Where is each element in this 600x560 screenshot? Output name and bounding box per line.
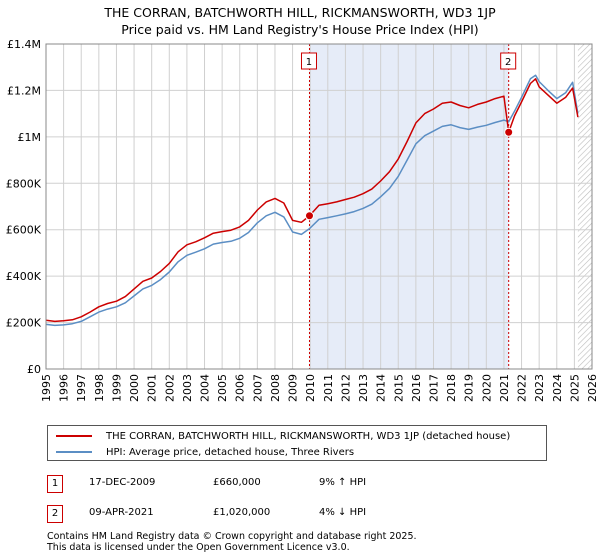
y-tick-label: £600K (6, 224, 42, 237)
transaction-row: 2 09-APR-2021 £1,020,000 4% ↓ HPI (47, 505, 567, 525)
transaction-badge: 2 (47, 505, 63, 523)
x-tick-label: 2000 (128, 374, 141, 402)
ownership-shade (309, 44, 509, 369)
x-tick-label: 1995 (40, 374, 53, 402)
x-tick-label: 1997 (75, 374, 88, 402)
legend: THE CORRAN, BATCHWORTH HILL, RICKMANSWOR… (47, 425, 547, 461)
transaction-hpi: 9% ↑ HPI (319, 477, 367, 488)
x-tick-label: 1996 (58, 374, 71, 402)
price-chart: £0 £200K £400K £600K £800K £1M £1.2M £1.4M 1995 1… (6, 38, 599, 402)
x-tick-label: 2015 (392, 374, 405, 402)
marker-badge (300, 52, 317, 70)
x-tick-label: 2023 (533, 374, 546, 402)
x-tick-label: 2012 (339, 374, 352, 402)
transaction-hpi: 4% ↓ HPI (319, 507, 367, 518)
x-tick-label: 2016 (410, 374, 423, 402)
footer-line1: Contains HM Land Registry data © Crown c… (47, 531, 417, 542)
chart-title: THE CORRAN, BATCHWORTH HILL, RICKMANSWOR… (0, 4, 600, 38)
y-tick-label: £0 (27, 363, 41, 376)
property-price-line (45, 78, 579, 323)
x-tick-label: 2005 (216, 374, 229, 402)
legend-label-property: THE CORRAN, BATCHWORTH HILL, RICKMANSWOR… (106, 430, 511, 442)
x-tick-label: 2006 (234, 374, 247, 402)
marker-badge-label: 1 (306, 57, 312, 68)
x-tick-label: 2024 (551, 374, 564, 402)
x-tick-label: 2003 (181, 374, 194, 402)
transaction-date: 09-APR-2021 (89, 507, 154, 518)
y-tick-label: £1.4M (7, 38, 41, 51)
x-tick-label: 2014 (375, 374, 388, 402)
x-tick-label: 2011 (322, 374, 335, 402)
y-tick-label: £400K (6, 270, 42, 283)
x-tick-label: 2002 (163, 374, 176, 402)
hpi-line (45, 74, 579, 327)
sale-point (304, 211, 314, 221)
footer-line2: This data is licensed under the Open Gov… (47, 542, 350, 553)
x-tick-label: 2022 (516, 374, 529, 402)
plot-frame (45, 43, 593, 370)
x-tick-label: 2017 (427, 374, 440, 402)
transaction-date: 17-DEC-2009 (89, 477, 156, 488)
x-tick-label: 1998 (93, 374, 106, 402)
chart-title-line2: Price paid vs. HM Land Registry's House … (121, 22, 479, 37)
x-tick-label: 2021 (498, 374, 511, 402)
y-tick-label: £1M (18, 131, 42, 144)
x-tick-label: 2019 (463, 374, 476, 402)
legend-item-hpi: HPI: Average price, detached house, Thre… (56, 444, 354, 460)
chart-title-line1: THE CORRAN, BATCHWORTH HILL, RICKMANSWOR… (104, 5, 496, 20)
sale-point (504, 127, 514, 137)
x-tick-label: 2008 (269, 374, 282, 402)
legend-swatch-property (56, 435, 92, 437)
x-tick-label: 2018 (445, 374, 458, 402)
transaction-row: 1 17-DEC-2009 £660,000 9% ↑ HPI (47, 475, 567, 495)
legend-label-hpi: HPI: Average price, detached house, Thre… (106, 446, 355, 458)
x-tick-label: 2026 (586, 374, 599, 402)
legend-item-property: THE CORRAN, BATCHWORTH HILL, RICKMANSWOR… (56, 428, 510, 444)
marker-badge (500, 52, 517, 70)
x-tick-label: 2004 (199, 374, 212, 402)
x-tick-label: 2020 (480, 374, 493, 402)
y-tick-label: £200K (6, 317, 42, 330)
y-tick-label: £1.2M (7, 84, 41, 97)
x-tick-label: 2007 (251, 374, 264, 402)
y-tick-label: £800K (6, 177, 42, 190)
transaction-price: £660,000 (213, 477, 261, 488)
future-hatch (577, 44, 592, 369)
footer: Contains HM Land Registry data © Crown c… (47, 531, 417, 553)
legend-swatch-hpi (56, 451, 92, 453)
transaction-badge: 1 (47, 475, 63, 493)
x-tick-label: 1999 (110, 374, 123, 402)
x-tick-label: 2001 (146, 374, 159, 402)
x-tick-label: 2010 (304, 374, 317, 402)
x-tick-label: 2025 (568, 374, 581, 402)
x-tick-label: 2009 (287, 374, 300, 402)
x-tick-label: 2013 (357, 374, 370, 402)
transaction-price: £1,020,000 (213, 507, 271, 518)
marker-badge-label: 2 (505, 57, 511, 68)
